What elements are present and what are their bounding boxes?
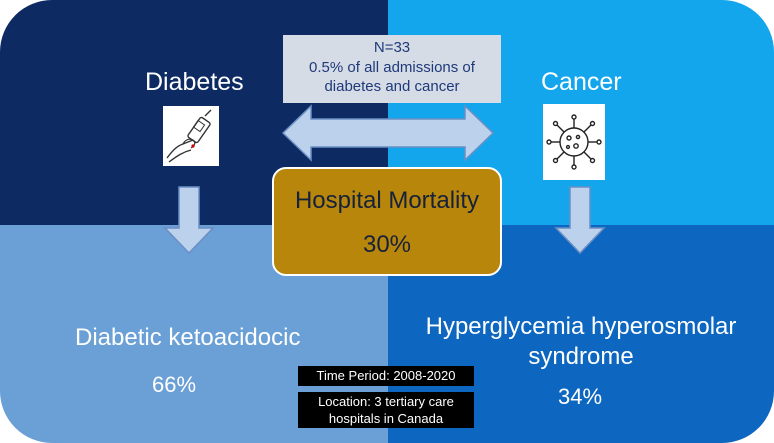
sample-size: N=33: [373, 39, 411, 56]
down-arrow-left-icon: [163, 186, 215, 255]
admissions-share: 0.5% of all admissions of: [309, 58, 475, 76]
sample-stats-box: N=33 0.5% of all admissions of diabetes …: [283, 35, 501, 103]
location-box: Location: 3 tertiary care hospitals in C…: [298, 392, 474, 428]
mortality-value: 30%: [362, 231, 412, 258]
mortality-title: Hospital Mortality: [294, 187, 480, 214]
dka-label: Diabetic ketoacidocic: [75, 324, 301, 351]
double-arrow-icon: [281, 104, 495, 162]
admissions-share-cont: diabetes and cancer: [324, 78, 460, 95]
virus-icon: [543, 104, 605, 180]
down-arrow-right-icon: [554, 186, 606, 255]
cancer-title: Cancer: [541, 68, 622, 96]
glucometer-icon: [163, 106, 219, 166]
hhs-percentage: 34%: [558, 384, 603, 409]
hhs-label: Hyperglycemia hyperosmolar syndrome: [425, 313, 737, 370]
hospital-mortality-box: Hospital Mortality 30%: [272, 167, 502, 276]
time-period-box: Time Period: 2008-2020: [298, 366, 474, 386]
dka-percentage: 66%: [152, 372, 197, 397]
diabetes-title: Diabetes: [145, 68, 244, 96]
